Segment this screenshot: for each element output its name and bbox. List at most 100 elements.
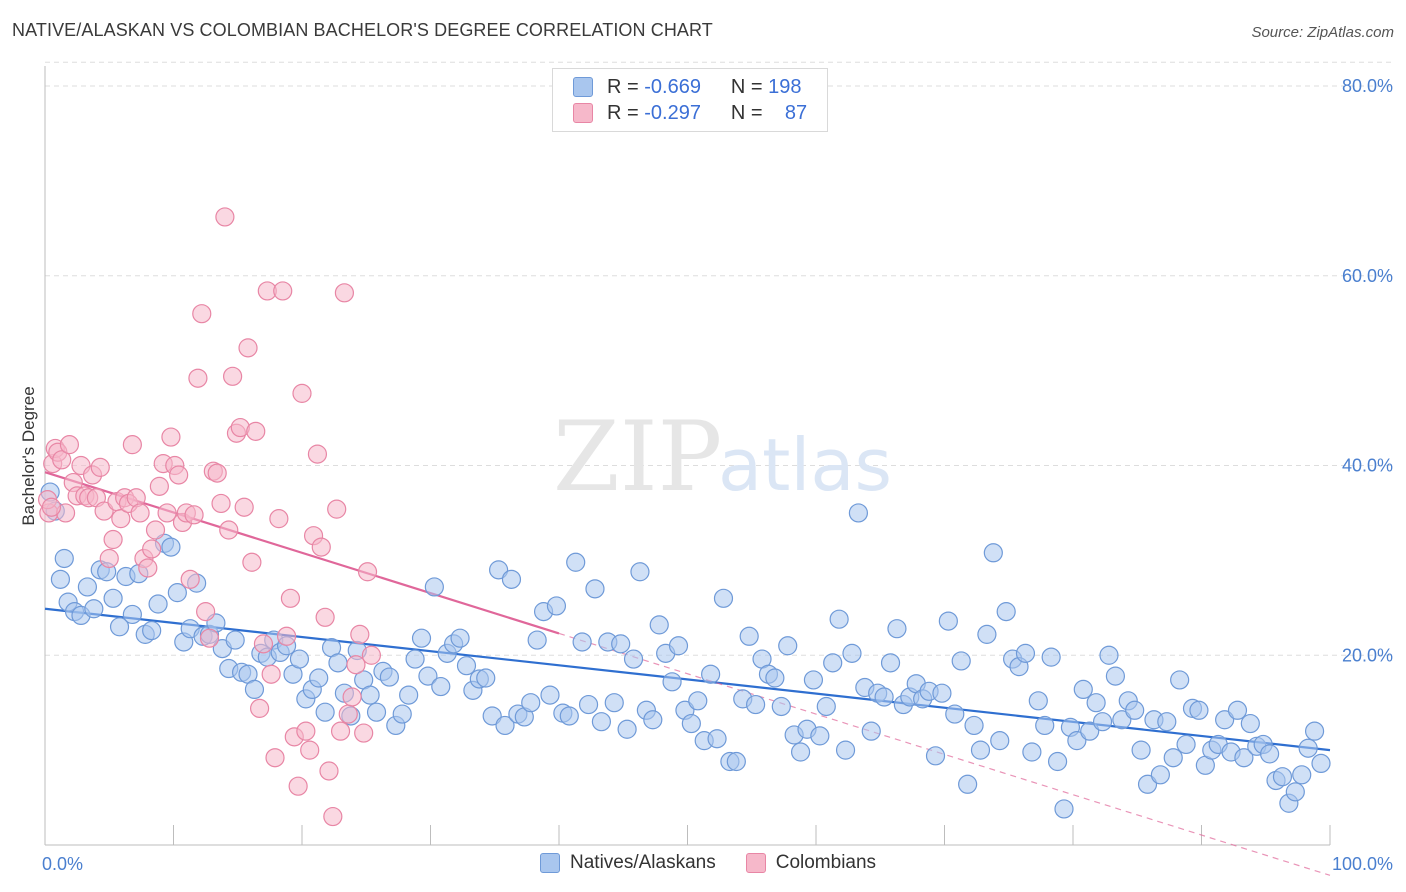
data-point xyxy=(41,497,62,517)
data-point xyxy=(103,529,123,550)
legend-r-value: -0.297 xyxy=(644,101,701,124)
data-point xyxy=(1298,738,1318,758)
x-tick-label: 100.0% xyxy=(1332,854,1393,874)
data-point xyxy=(169,465,189,485)
series-swatch-colombians xyxy=(745,853,766,873)
trendline-extension xyxy=(558,632,1331,876)
data-point xyxy=(983,543,1003,563)
data-point xyxy=(1189,700,1209,720)
series-swatch-natives xyxy=(540,853,560,873)
data-point xyxy=(765,668,785,688)
data-point xyxy=(880,653,901,673)
data-point xyxy=(161,427,181,447)
data-point xyxy=(1092,712,1113,732)
data-point xyxy=(482,706,502,726)
data-point xyxy=(681,713,701,734)
data-point xyxy=(450,628,470,648)
data-points xyxy=(37,207,1331,827)
legend-r-label: R = xyxy=(607,101,639,124)
tick-labels: 20.0% 40.0% 60.0% 80.0% 0.0% 100.0% xyxy=(42,76,1393,874)
data-point xyxy=(354,723,374,743)
data-point xyxy=(242,552,262,572)
data-point xyxy=(1234,748,1254,768)
data-point xyxy=(424,577,444,597)
data-point xyxy=(489,560,509,580)
data-point xyxy=(1035,715,1055,736)
data-point xyxy=(835,740,856,760)
data-point xyxy=(103,588,123,608)
data-point xyxy=(611,634,631,654)
series-legend: Natives/Alaskans Colombians xyxy=(540,852,906,874)
data-point xyxy=(585,579,605,599)
data-point xyxy=(94,501,114,521)
data-point xyxy=(223,366,243,386)
data-point xyxy=(1105,666,1126,686)
data-point xyxy=(746,694,766,715)
data-point xyxy=(964,715,984,736)
data-point xyxy=(199,628,220,648)
series-legend-natives: Natives/Alaskans xyxy=(540,852,716,874)
data-point xyxy=(713,588,734,608)
data-point xyxy=(527,630,547,650)
data-point xyxy=(52,450,72,470)
data-point xyxy=(1080,721,1100,741)
data-point xyxy=(307,444,328,464)
data-point xyxy=(399,685,419,705)
data-point xyxy=(215,207,235,227)
data-point xyxy=(932,683,952,703)
data-point xyxy=(1073,679,1093,700)
data-point xyxy=(1260,744,1280,764)
data-point xyxy=(130,503,150,523)
legend-n-label: N = xyxy=(730,101,763,124)
data-point xyxy=(874,687,894,707)
data-point xyxy=(161,537,181,557)
data-point xyxy=(630,562,650,582)
data-point xyxy=(111,509,131,529)
data-point xyxy=(379,667,399,687)
data-point xyxy=(211,493,231,514)
legend-n-value: 198 xyxy=(768,75,802,98)
data-point xyxy=(309,668,329,688)
legend-swatch-colombians xyxy=(573,103,593,123)
data-point xyxy=(366,702,387,722)
data-point xyxy=(1157,712,1177,732)
data-point xyxy=(418,666,438,686)
data-point xyxy=(253,634,274,654)
data-point xyxy=(1054,799,1074,819)
data-point xyxy=(273,281,293,301)
data-point xyxy=(623,649,644,669)
data-point xyxy=(501,569,522,589)
data-point xyxy=(739,626,759,646)
data-point xyxy=(476,668,496,688)
data-point xyxy=(196,602,216,622)
data-point xyxy=(617,719,637,739)
source-label: Source: ZipAtlas.com xyxy=(1251,24,1394,41)
data-point xyxy=(842,643,862,663)
data-point xyxy=(816,696,836,717)
data-point xyxy=(1311,753,1331,774)
data-point xyxy=(1067,731,1087,751)
y-axis-label: Bachelor's Degree xyxy=(19,386,38,525)
data-point xyxy=(411,628,432,648)
data-point xyxy=(688,691,708,711)
data-point xyxy=(977,624,997,644)
data-point xyxy=(938,611,958,631)
data-point xyxy=(958,774,978,794)
data-point xyxy=(778,636,798,656)
chart-title: NATIVE/ALASKAN VS COLOMBIAN BACHELOR'S D… xyxy=(12,20,713,40)
data-point xyxy=(109,617,130,637)
data-point xyxy=(1015,643,1036,663)
legend-r-label: R = xyxy=(607,75,639,98)
data-point xyxy=(311,537,331,557)
legend-r-value: -0.669 xyxy=(644,75,701,98)
data-point xyxy=(327,499,347,519)
data-point xyxy=(319,761,339,781)
data-point xyxy=(1022,742,1042,762)
watermark-zip: ZIP xyxy=(553,401,722,513)
data-point xyxy=(249,698,270,718)
watermark: ZIP atlas xyxy=(553,401,892,513)
data-point xyxy=(1304,721,1325,741)
data-point xyxy=(945,704,965,724)
data-point xyxy=(361,645,381,665)
